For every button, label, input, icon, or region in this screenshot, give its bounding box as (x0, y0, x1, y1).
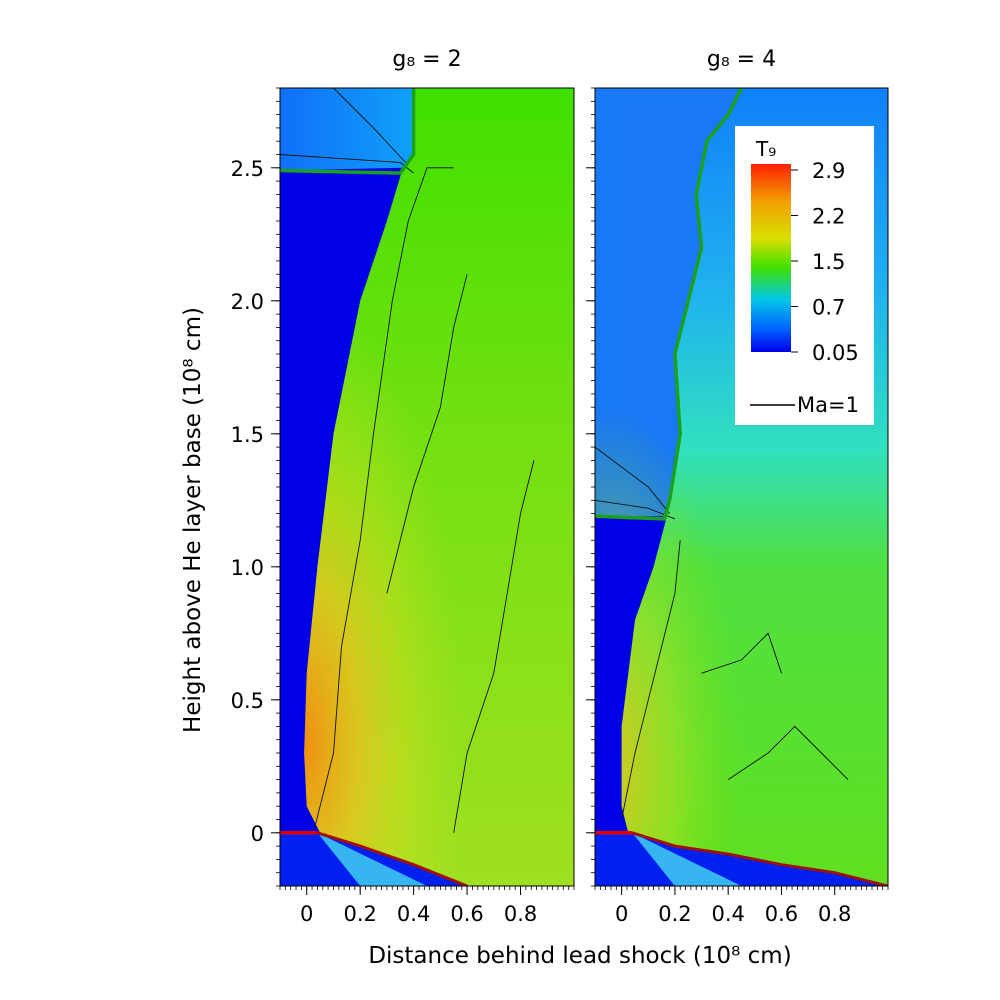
legend-label: Ma=1 (797, 393, 859, 417)
panel-title: g₈ = 2 (392, 47, 461, 72)
x-tick-label: 0 (300, 902, 313, 926)
panel-g8-2: 0 0.2 0.4 0.6 0.8 0 0.5 1.0 1.5 2.0 2.5 g₈ = 2 (231, 47, 575, 926)
colorbar-tick-label: 2.2 (812, 205, 845, 229)
unburnt-fuel (595, 516, 667, 839)
x-tick-label: 0.4 (711, 902, 744, 926)
x-axis-label: Distance behind lead shock (10⁸ cm) (368, 943, 791, 969)
colorbar-tick-label: 0.7 (812, 296, 845, 320)
y-tick-label: 1.0 (231, 556, 264, 580)
x-tick-label: 0.2 (658, 902, 691, 926)
interface-line (280, 88, 416, 175)
mach-contour (453, 460, 535, 833)
y-tick-label: 0.5 (231, 689, 264, 713)
y-tick-label: 1.5 (231, 423, 264, 447)
x-tick-label: 0.4 (397, 902, 430, 926)
colorbar-tick-label: 1.5 (812, 250, 845, 274)
interface-line (595, 88, 744, 521)
lower-boundary-line (316, 831, 468, 886)
y-axis-label: Height above He layer base (10⁸ cm) (180, 307, 206, 733)
mach-contour (314, 167, 454, 828)
mach-contour (333, 88, 406, 163)
mach-contour (727, 725, 849, 780)
colorbar-title: T₉ (755, 137, 776, 161)
mach-contour (595, 446, 670, 514)
mach-contour (621, 540, 681, 820)
colorbar-gradient (751, 164, 791, 352)
x-tick-label: 0.8 (504, 902, 537, 926)
colorbar-legend: T₉ 2.9 2.2 1.5 0.7 0.05 Ma=1 (735, 126, 874, 425)
mach-contour (280, 154, 414, 174)
colorbar-tick-label: 0.05 (812, 341, 859, 365)
y-tick-label: 0 (251, 822, 264, 846)
mach-contour (701, 632, 782, 674)
mach-contour (386, 274, 468, 594)
x-tick-label: 0.8 (818, 902, 851, 926)
x-tick-label: 0.2 (343, 902, 376, 926)
lower-boundary-line (631, 831, 888, 886)
shocked-substrate (632, 832, 742, 886)
substrate-region (280, 832, 468, 886)
y-tick-label: 2.5 (231, 157, 264, 181)
panel-title: g₈ = 4 (707, 47, 776, 72)
y-tick-label: 2.0 (231, 290, 264, 314)
heatmap-field (280, 88, 574, 886)
shocked-substrate (317, 832, 427, 886)
x-tick-label: 0.6 (765, 902, 798, 926)
x-tick-label: 0.6 (450, 902, 483, 926)
unburnt-fuel (280, 167, 403, 839)
colorbar-tick-label: 2.9 (812, 159, 845, 183)
x-tick-label: 0 (615, 902, 628, 926)
